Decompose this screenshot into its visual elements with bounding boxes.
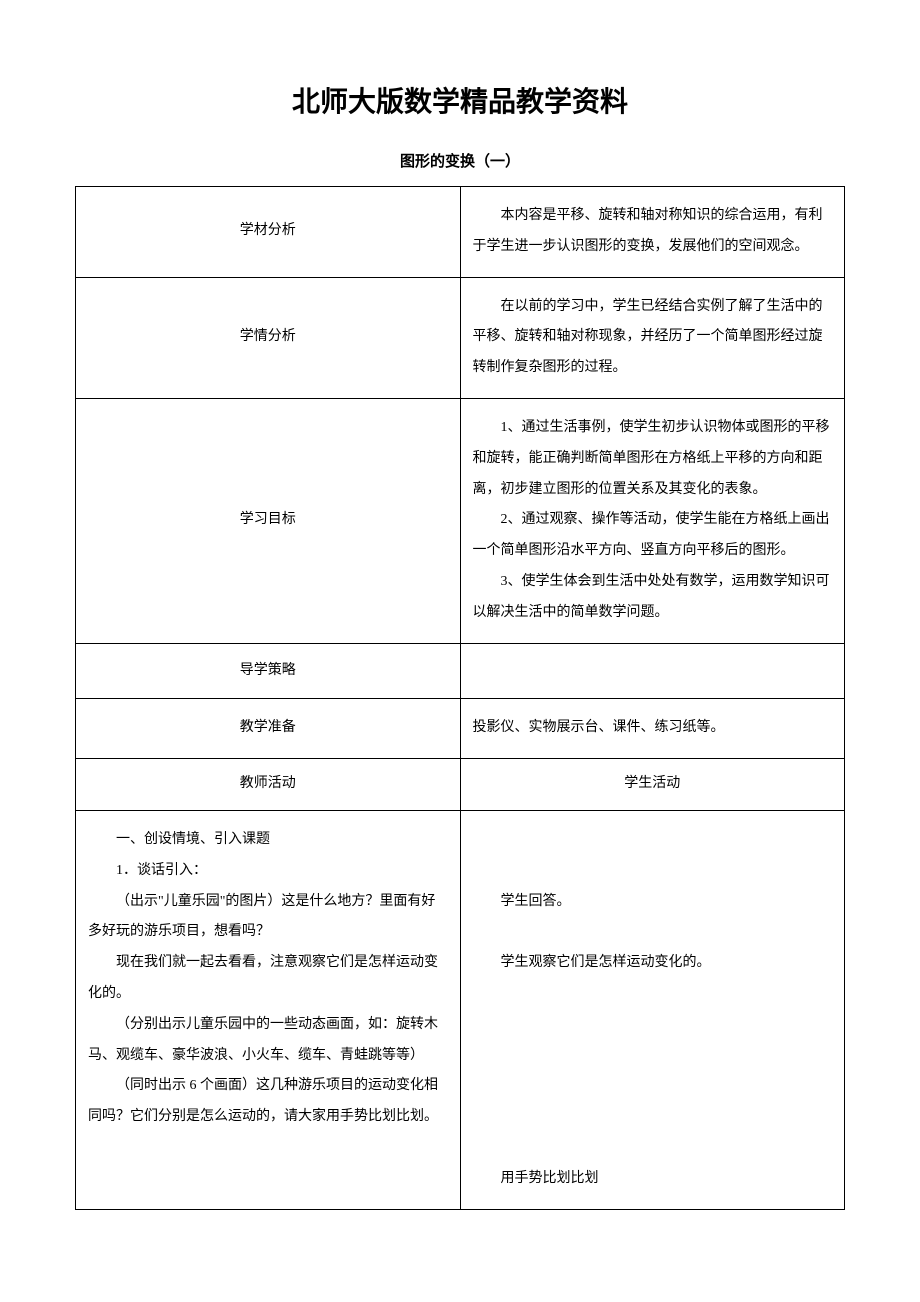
spacer [473,1133,833,1164]
header-teacher-activity: 教师活动 [76,759,461,811]
spacer [473,856,833,887]
goal-item-3: 3、使学生体会到生活中处处有数学，运用数学知识可以解决生活中的简单数学问题。 [473,567,833,629]
table-row-activity-body: 一、创设情境、引入课题 1．谈话引入： （出示"儿童乐园"的图片）这是什么地方？… [76,810,845,1209]
sub-title: 图形的变换（一） [75,150,845,171]
teacher-line: （同时出示 6 个画面）这几种游乐项目的运动变化相同吗？它们分别是怎么运动的，请… [88,1071,448,1133]
content-learning-goals: 1、通过生活事例，使学生初步认识物体或图形的平移和旋转，能正确判断简单图形在方格… [460,398,845,643]
label-learning-goals: 学习目标 [76,398,461,643]
student-activity-cell: 学生回答。 学生观察它们是怎样运动变化的。 用手势比划比划 [460,810,845,1209]
table-row-guide-strategy: 导学策略 [76,643,845,699]
teacher-line: 一、创设情境、引入课题 [88,825,448,856]
table-row-student-analysis: 学情分析 在以前的学习中，学生已经结合实例了解了生活中的平移、旋转和轴对称现象，… [76,277,845,398]
label-material-analysis: 学材分析 [76,187,461,278]
goal-item-2: 2、通过观察、操作等活动，使学生能在方格纸上画出一个简单图形沿水平方向、竖直方向… [473,505,833,567]
label-student-analysis: 学情分析 [76,277,461,398]
spacer [473,917,833,948]
student-line: 学生回答。 [473,887,833,918]
content-guide-strategy [460,643,845,699]
content-material-analysis: 本内容是平移、旋转和轴对称知识的综合运用，有利于学生进一步认识图形的变换，发展他… [460,187,845,278]
spacer [473,1010,833,1041]
teacher-line: 现在我们就一起去看看，注意观察它们是怎样运动变化的。 [88,948,448,1010]
teacher-activity-cell: 一、创设情境、引入课题 1．谈话引入： （出示"儿童乐园"的图片）这是什么地方？… [76,810,461,1209]
table-row-material: 学材分析 本内容是平移、旋转和轴对称知识的综合运用，有利于学生进一步认识图形的变… [76,187,845,278]
teacher-line: （分别出示儿童乐园中的一些动态画面，如：旋转木马、观缆车、豪华波浪、小火车、缆车… [88,1010,448,1072]
spacer [473,1102,833,1133]
label-guide-strategy: 导学策略 [76,643,461,699]
content-teaching-prep: 投影仪、实物展示台、课件、练习纸等。 [460,699,845,759]
table-row-activity-header: 教师活动 学生活动 [76,759,845,811]
table-row-teaching-prep: 教学准备 投影仪、实物展示台、课件、练习纸等。 [76,699,845,759]
spacer [473,1041,833,1072]
student-line: 用手势比划比划 [473,1164,833,1195]
lesson-plan-table: 学材分析 本内容是平移、旋转和轴对称知识的综合运用，有利于学生进一步认识图形的变… [75,186,845,1210]
main-title: 北师大版数学精品教学资料 [75,80,845,120]
spacer [473,825,833,856]
student-line: 学生观察它们是怎样运动变化的。 [473,948,833,979]
teacher-line: （出示"儿童乐园"的图片）这是什么地方？里面有好多好玩的游乐项目，想看吗？ [88,887,448,949]
header-student-activity: 学生活动 [460,759,845,811]
table-row-learning-goals: 学习目标 1、通过生活事例，使学生初步认识物体或图形的平移和旋转，能正确判断简单… [76,398,845,643]
label-teaching-prep: 教学准备 [76,699,461,759]
content-student-analysis: 在以前的学习中，学生已经结合实例了解了生活中的平移、旋转和轴对称现象，并经历了一… [460,277,845,398]
spacer [473,1071,833,1102]
spacer [473,979,833,1010]
teacher-line: 1．谈话引入： [88,856,448,887]
goal-item-1: 1、通过生活事例，使学生初步认识物体或图形的平移和旋转，能正确判断简单图形在方格… [473,413,833,505]
